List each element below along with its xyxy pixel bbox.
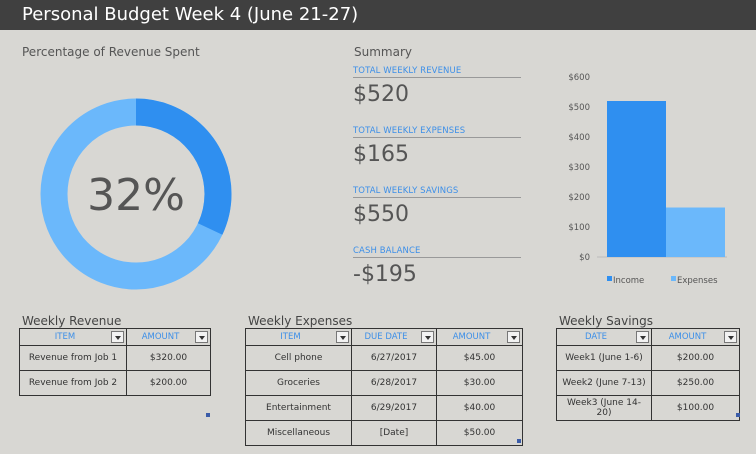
y-tick-label: $100 xyxy=(568,223,590,233)
table-header-row: ITEM AMOUNT xyxy=(19,328,211,346)
income-expenses-bar-chart: $0 $100 $200 $300 $400 $500 $600 Income Expenses xyxy=(568,73,727,286)
y-tick-label: $600 xyxy=(568,73,590,83)
table-row: Week1 (June 1-6) $200.00 xyxy=(556,345,740,371)
summary-item-cash-balance: CASH BALANCE -$195 xyxy=(353,246,521,287)
table-cell[interactable]: $40.00 xyxy=(436,395,523,421)
donut-percent-label: 32% xyxy=(87,170,185,221)
y-tick-label: $400 xyxy=(568,133,590,143)
table-row: Miscellaneous [Date] $50.00 xyxy=(245,420,523,446)
column-header-item[interactable]: ITEM xyxy=(19,328,127,346)
filter-dropdown-icon[interactable] xyxy=(195,331,208,343)
table-cell[interactable]: $200.00 xyxy=(651,345,740,371)
table-cell[interactable]: $100.00 xyxy=(651,395,740,421)
column-header-date[interactable]: DATE xyxy=(556,328,652,346)
table-cell[interactable]: $320.00 xyxy=(126,345,211,371)
table-cell[interactable]: Groceries xyxy=(245,370,352,396)
table-cell[interactable]: Week2 (June 7-13) xyxy=(556,370,652,396)
revenue-table: ITEM AMOUNT Revenue from Job 1 $320.00 R… xyxy=(19,328,211,396)
column-header-label: AMOUNT xyxy=(141,332,180,342)
table-resize-handle[interactable] xyxy=(206,413,210,417)
legend-label-expenses: Expenses xyxy=(677,276,718,286)
table-cell[interactable]: 6/27/2017 xyxy=(351,345,437,371)
summary-label: CASH BALANCE xyxy=(353,246,521,258)
filter-dropdown-icon[interactable] xyxy=(724,331,737,343)
filter-dropdown-icon[interactable] xyxy=(336,331,349,343)
bar-income xyxy=(607,101,666,257)
y-tick-label: $200 xyxy=(568,193,590,203)
summary-value: $165 xyxy=(353,142,409,167)
column-header-label: DATE xyxy=(584,332,608,342)
column-header-amount[interactable]: AMOUNT xyxy=(651,328,740,346)
table-row: Entertainment 6/29/2017 $40.00 xyxy=(245,395,523,421)
summary-label: TOTAL WEEKLY SAVINGS xyxy=(353,186,521,198)
donut-title: Percentage of Revenue Spent xyxy=(22,45,200,59)
table-cell[interactable]: [Date] xyxy=(351,420,437,446)
page-title: Personal Budget Week 4 (June 21-27) xyxy=(0,0,756,30)
column-header-label: DUE DATE xyxy=(364,332,408,342)
revenue-table-title: Weekly Revenue xyxy=(22,314,122,328)
table-row: Revenue from Job 2 $200.00 xyxy=(19,370,211,396)
table-row: Week3 (June 14-20) $100.00 xyxy=(556,395,740,421)
table-cell[interactable]: $30.00 xyxy=(436,370,523,396)
summary-value: -$195 xyxy=(353,262,417,287)
table-cell[interactable]: 6/29/2017 xyxy=(351,395,437,421)
column-header-amount[interactable]: AMOUNT xyxy=(436,328,523,346)
y-tick-label: $0 xyxy=(579,253,590,263)
column-header-label: ITEM xyxy=(54,332,76,342)
filter-dropdown-icon[interactable] xyxy=(421,331,434,343)
column-header-label: ITEM xyxy=(280,332,301,342)
revenue-spent-donut: 32% xyxy=(40,98,232,290)
savings-table-title: Weekly Savings xyxy=(559,314,654,328)
legend-swatch-expenses xyxy=(671,276,676,281)
table-cell[interactable]: Revenue from Job 1 xyxy=(19,345,127,371)
column-header-amount[interactable]: AMOUNT xyxy=(126,328,211,346)
table-row: Revenue from Job 1 $320.00 xyxy=(19,345,211,371)
table-cell[interactable]: Miscellaneous xyxy=(245,420,352,446)
column-header-due-date[interactable]: DUE DATE xyxy=(351,328,437,346)
table-header-row: DATE AMOUNT xyxy=(556,328,740,346)
summary-item-revenue: TOTAL WEEKLY REVENUE $520 xyxy=(353,66,521,107)
filter-dropdown-icon[interactable] xyxy=(636,331,649,343)
summary-label: TOTAL WEEKLY EXPENSES xyxy=(353,126,521,138)
summary-value: $550 xyxy=(353,202,409,227)
table-header-row: ITEM DUE DATE AMOUNT xyxy=(245,328,523,346)
table-cell[interactable]: Week3 (June 14-20) xyxy=(556,395,652,421)
summary-title: Summary xyxy=(354,45,412,59)
column-header-label: AMOUNT xyxy=(668,332,707,342)
column-header-item[interactable]: ITEM xyxy=(245,328,352,346)
table-cell[interactable]: Week1 (June 1-6) xyxy=(556,345,652,371)
bar-expenses xyxy=(666,207,725,257)
summary-value: $520 xyxy=(353,82,409,107)
table-cell[interactable]: Revenue from Job 2 xyxy=(19,370,127,396)
table-row: Cell phone 6/27/2017 $45.00 xyxy=(245,345,523,371)
savings-table: DATE AMOUNT Week1 (June 1-6) $200.00 Wee… xyxy=(556,328,740,421)
filter-dropdown-icon[interactable] xyxy=(507,331,520,343)
column-header-label: AMOUNT xyxy=(452,332,491,342)
table-cell[interactable]: $250.00 xyxy=(651,370,740,396)
summary-item-savings: TOTAL WEEKLY SAVINGS $550 xyxy=(353,186,521,227)
table-cell[interactable]: Entertainment xyxy=(245,395,352,421)
donut-spent-arc xyxy=(40,98,232,290)
legend-swatch-income xyxy=(607,276,612,281)
expenses-table-title: Weekly Expenses xyxy=(248,314,353,328)
table-row: Groceries 6/28/2017 $30.00 xyxy=(245,370,523,396)
table-resize-handle[interactable] xyxy=(736,413,740,417)
legend-label-income: Income xyxy=(613,276,644,286)
table-cell[interactable]: $200.00 xyxy=(126,370,211,396)
table-row: Week2 (June 7-13) $250.00 xyxy=(556,370,740,396)
summary-item-expenses: TOTAL WEEKLY EXPENSES $165 xyxy=(353,126,521,167)
table-cell[interactable]: Cell phone xyxy=(245,345,352,371)
expenses-table: ITEM DUE DATE AMOUNT Cell phone 6/27/201… xyxy=(245,328,523,446)
table-resize-handle[interactable] xyxy=(517,439,521,443)
summary-label: TOTAL WEEKLY REVENUE xyxy=(353,66,521,78)
table-cell[interactable]: $50.00 xyxy=(436,420,523,446)
table-cell[interactable]: $45.00 xyxy=(436,345,523,371)
y-tick-label: $300 xyxy=(568,163,590,173)
y-tick-label: $500 xyxy=(568,103,590,113)
table-cell[interactable]: 6/28/2017 xyxy=(351,370,437,396)
filter-dropdown-icon[interactable] xyxy=(111,331,124,343)
